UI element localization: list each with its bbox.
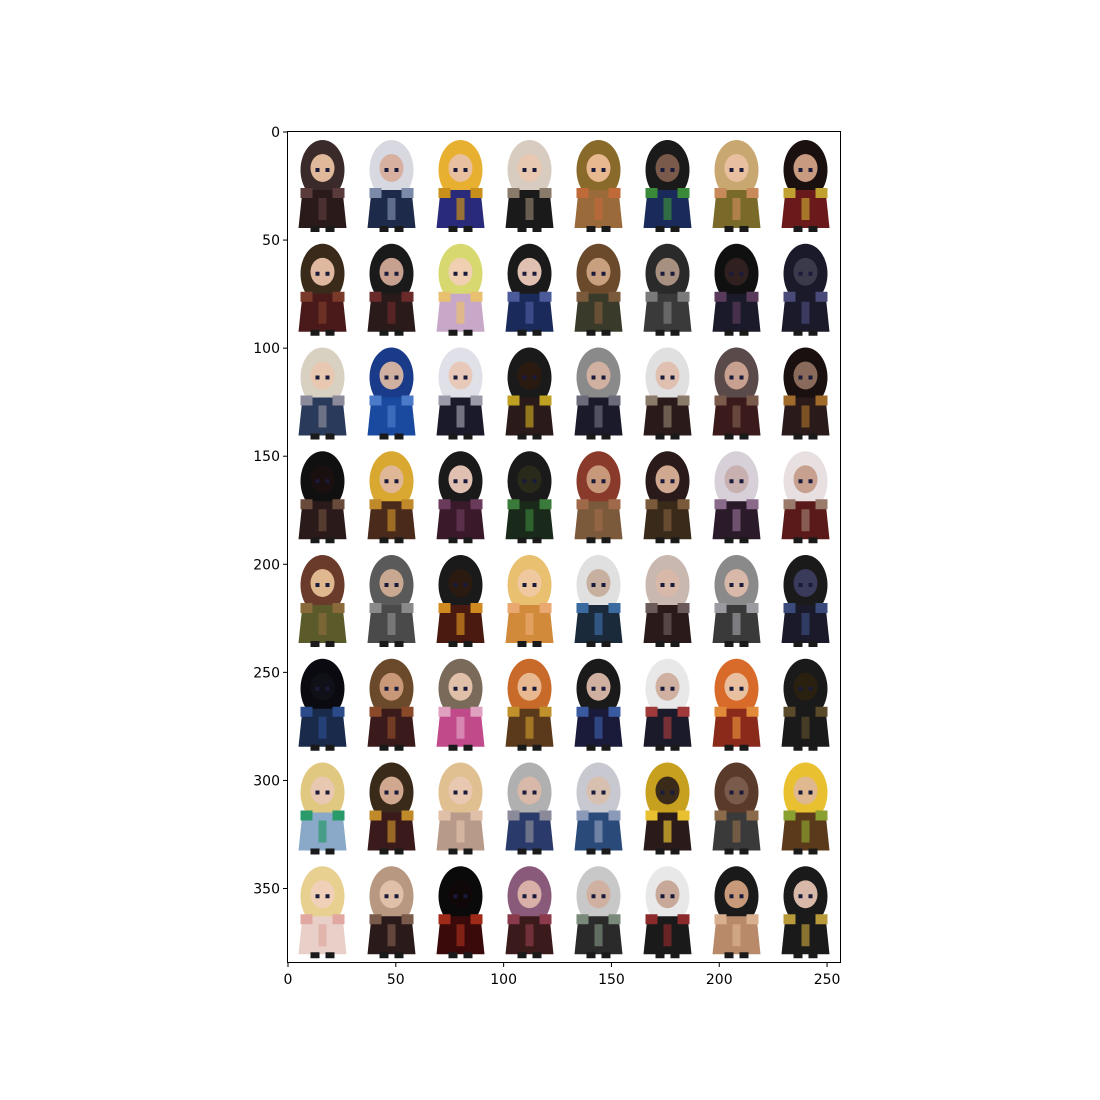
character-sprite bbox=[298, 555, 347, 647]
character-sprite bbox=[367, 762, 416, 855]
character-sprite bbox=[505, 555, 554, 647]
character-sprite bbox=[298, 658, 347, 751]
character-sprite bbox=[643, 451, 692, 544]
character-sprite bbox=[574, 243, 623, 336]
character-sprite bbox=[505, 347, 554, 440]
character-sprite bbox=[712, 866, 761, 959]
x-tick-label: 150 bbox=[598, 972, 625, 988]
character-sprite bbox=[712, 451, 761, 544]
character-sprite bbox=[712, 762, 761, 855]
character-sprite bbox=[436, 762, 485, 855]
character-sprite bbox=[781, 555, 830, 647]
character-sprite bbox=[574, 658, 623, 751]
character-sprite bbox=[781, 762, 830, 855]
y-tick-label: 200 bbox=[253, 557, 280, 573]
character-sprite bbox=[436, 866, 485, 959]
character-sprite bbox=[436, 140, 485, 232]
character-sprite bbox=[367, 140, 416, 232]
character-sprite bbox=[781, 451, 830, 544]
character-sprite bbox=[574, 140, 623, 232]
character-sprite bbox=[298, 762, 347, 855]
y-tick-label: 250 bbox=[253, 665, 280, 681]
y-tick-label: 100 bbox=[253, 341, 280, 357]
character-sprite bbox=[436, 243, 485, 336]
y-tick-label: 50 bbox=[262, 233, 280, 249]
character-sprite bbox=[367, 451, 416, 544]
x-axis-ticks: 0 50 100 150 200 250 bbox=[284, 962, 841, 988]
x-tick-label: 200 bbox=[706, 972, 733, 988]
character-sprite bbox=[298, 866, 347, 959]
character-sprite bbox=[367, 555, 416, 647]
x-tick-label: 250 bbox=[814, 972, 841, 988]
character-sprite bbox=[367, 866, 416, 959]
character-sprite bbox=[505, 866, 554, 959]
character-sprite bbox=[367, 243, 416, 336]
character-sprite bbox=[574, 347, 623, 440]
character-sprite bbox=[298, 140, 347, 232]
character-sprite bbox=[781, 866, 830, 959]
character-sprite bbox=[781, 140, 830, 232]
x-tick-label: 100 bbox=[490, 972, 517, 988]
x-tick-label: 0 bbox=[284, 972, 293, 988]
character-sprite bbox=[712, 555, 761, 647]
character-sprite bbox=[574, 451, 623, 544]
character-sprite bbox=[574, 555, 623, 647]
character-sprite bbox=[643, 762, 692, 855]
character-sprite bbox=[643, 243, 692, 336]
character-sprite bbox=[436, 555, 485, 647]
character-sprite bbox=[712, 347, 761, 440]
character-sprite bbox=[574, 762, 623, 855]
character-sprite bbox=[505, 243, 554, 336]
y-tick-label: 0 bbox=[271, 125, 280, 141]
character-sprite bbox=[643, 347, 692, 440]
character-sprite bbox=[505, 140, 554, 232]
character-sprite bbox=[436, 451, 485, 544]
character-sprite bbox=[781, 658, 830, 751]
character-sprite bbox=[643, 555, 692, 647]
character-sprite bbox=[298, 451, 347, 544]
character-sprite bbox=[505, 658, 554, 751]
character-sprite bbox=[643, 866, 692, 959]
character-sprite bbox=[574, 866, 623, 959]
character-sprite bbox=[781, 347, 830, 440]
character-sprite bbox=[781, 243, 830, 336]
character-sprite bbox=[505, 762, 554, 855]
y-tick-label: 350 bbox=[253, 882, 280, 898]
character-sprite bbox=[367, 658, 416, 751]
character-sprite bbox=[643, 658, 692, 751]
character-sprite bbox=[505, 451, 554, 544]
y-tick-label: 300 bbox=[253, 773, 280, 789]
y-axis-ticks: 0 50 100 150 200 250 300 350 bbox=[253, 125, 288, 898]
character-sprite bbox=[436, 347, 485, 440]
y-tick-label: 150 bbox=[253, 449, 280, 465]
character-sprite bbox=[712, 243, 761, 336]
character-sprite bbox=[712, 658, 761, 751]
character-sprite bbox=[436, 658, 485, 751]
x-tick-label: 50 bbox=[387, 972, 405, 988]
character-sprite bbox=[712, 140, 761, 232]
character-sprite bbox=[298, 347, 347, 440]
character-sprite bbox=[298, 243, 347, 336]
character-sprite-grid bbox=[298, 140, 830, 959]
character-sprite bbox=[367, 347, 416, 440]
character-sprite bbox=[643, 140, 692, 232]
axes-frame bbox=[287, 131, 841, 963]
